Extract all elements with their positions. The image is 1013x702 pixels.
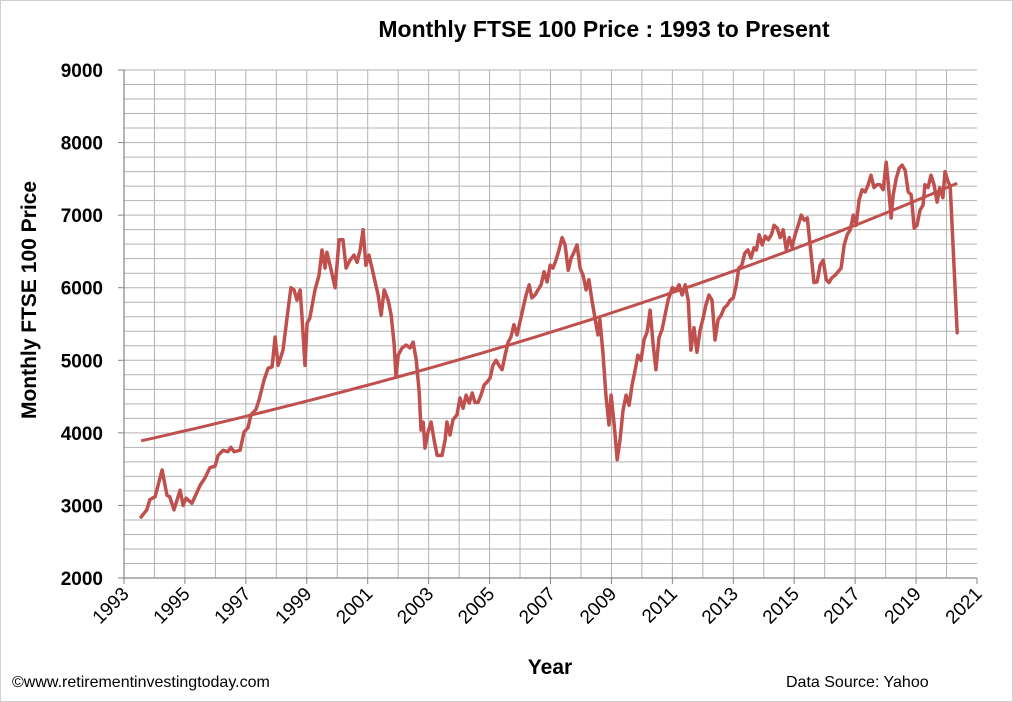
x-tick-label: 2005 <box>454 584 499 629</box>
y-tick-label: 7000 <box>61 206 103 227</box>
x-tick-label: 2001 <box>333 584 378 629</box>
x-tick-label: 2019 <box>881 584 926 629</box>
x-tick-label: 1993 <box>89 584 134 629</box>
y-tick-label: 8000 <box>61 134 103 155</box>
x-tick-label: 2021 <box>942 584 987 629</box>
x-tick-label: 2015 <box>759 584 804 629</box>
trendline <box>140 181 958 443</box>
copyright-text: ©www.retirementinvestingtoday.com <box>12 674 270 691</box>
x-tick-label: 2009 <box>576 584 621 629</box>
data-source-text: Data Source: Yahoo <box>786 674 929 691</box>
x-tick-label: 2013 <box>698 584 743 629</box>
x-tick-label: 2003 <box>393 584 438 629</box>
x-tick-label: 2017 <box>820 584 865 629</box>
x-tick-label: 1995 <box>150 584 195 629</box>
series-line-ftse100 <box>139 160 959 519</box>
chart-title: Monthly FTSE 100 Price : 1993 to Present <box>378 16 830 42</box>
y-tick-label: 3000 <box>61 496 103 517</box>
y-tick-label: 6000 <box>61 279 103 300</box>
x-axis-label: Year <box>527 656 573 679</box>
x-tick-label: 1997 <box>211 584 256 629</box>
y-tick-label: 5000 <box>61 351 103 372</box>
x-tick-label: 1999 <box>272 584 317 629</box>
y-tick-label: 9000 <box>61 61 103 82</box>
y-tick-label: 2000 <box>61 569 103 590</box>
y-tick-label: 4000 <box>61 424 103 445</box>
x-tick-label: 2011 <box>638 584 682 628</box>
x-tick-label: 2007 <box>515 584 560 629</box>
